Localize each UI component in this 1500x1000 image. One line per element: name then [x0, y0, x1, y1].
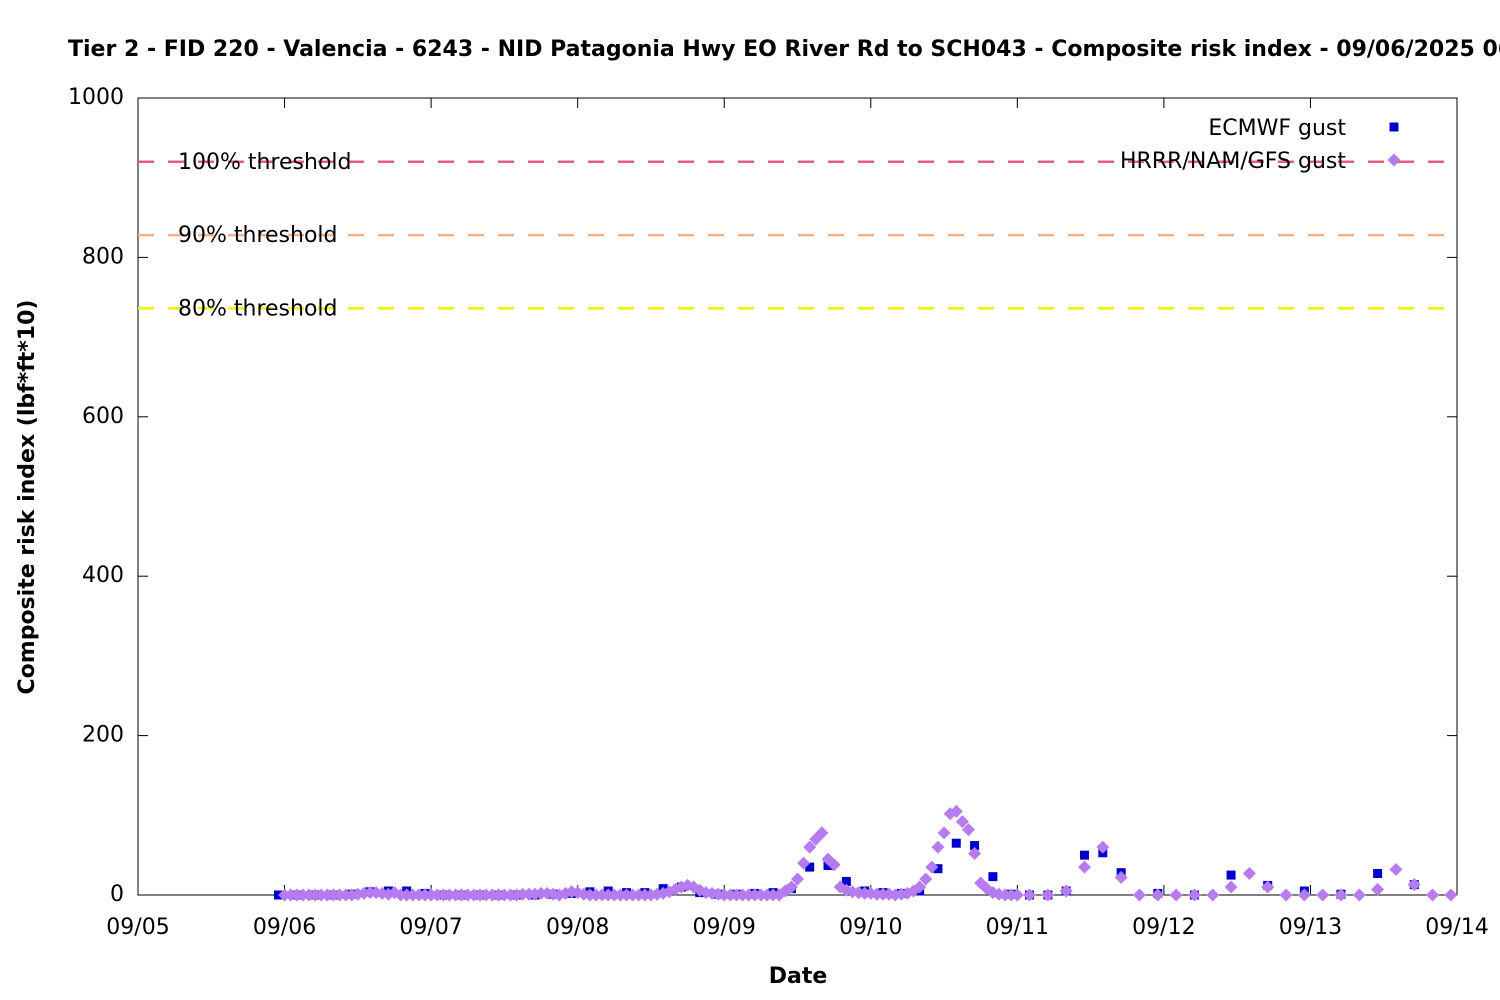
chart-title: Tier 2 - FID 220 - Valencia - 6243 - NID…: [68, 37, 1500, 62]
point: [913, 880, 927, 894]
point: [970, 841, 980, 851]
x-tick-label: 09/06: [253, 915, 316, 940]
point: [949, 804, 963, 818]
x-axis-label: Date: [769, 964, 828, 989]
point: [1080, 850, 1090, 860]
x-tick-label: 09/13: [1279, 915, 1342, 940]
point: [1169, 888, 1183, 902]
point: [933, 864, 943, 874]
point: [803, 840, 817, 854]
point: [1023, 888, 1037, 902]
plot-frame: [137, 97, 1458, 896]
point: [931, 840, 945, 854]
threshold-label: 80% threshold: [178, 296, 338, 321]
point: [841, 876, 851, 886]
y-tick-label: 0: [110, 882, 124, 907]
point: [1352, 888, 1366, 902]
point: [1426, 888, 1440, 902]
y-tick-label: 400: [82, 563, 124, 588]
point: [1206, 888, 1220, 902]
x-tick-label: 09/12: [1132, 915, 1195, 940]
point: [1224, 880, 1238, 894]
point: [1226, 870, 1236, 880]
y-tick-label: 1000: [68, 85, 124, 110]
point: [784, 880, 798, 894]
point: [1078, 860, 1092, 874]
threshold-label: 90% threshold: [178, 223, 338, 248]
point: [1316, 888, 1330, 902]
y-tick-label: 800: [82, 244, 124, 269]
point: [955, 815, 969, 829]
legend-marker: [1389, 122, 1399, 132]
point: [1059, 884, 1073, 898]
point: [951, 838, 961, 848]
point: [1010, 888, 1024, 902]
y-tick-label: 200: [82, 723, 124, 748]
point: [1096, 840, 1110, 854]
point: [1407, 878, 1421, 892]
point: [1279, 888, 1293, 902]
legend-label: HRRR/NAM/GFS gust: [1120, 149, 1346, 174]
point: [827, 858, 841, 872]
x-tick-label: 09/09: [693, 915, 756, 940]
point: [968, 847, 982, 861]
point: [1371, 882, 1385, 896]
legend-marker: [1387, 153, 1401, 167]
point: [1373, 868, 1383, 878]
point: [961, 823, 975, 837]
point: [1389, 862, 1403, 876]
point: [1187, 888, 1201, 902]
point: [925, 860, 939, 874]
y-tick-label: 600: [82, 404, 124, 429]
point: [1132, 888, 1146, 902]
x-tick-label: 09/08: [546, 915, 609, 940]
threshold-label: 100% threshold: [178, 150, 352, 175]
x-tick-label: 09/11: [986, 915, 1049, 940]
point: [919, 872, 933, 886]
point: [1334, 888, 1348, 902]
y-axis-label: Composite risk index (lbf*ft*10): [15, 300, 40, 695]
point: [791, 872, 804, 886]
point: [1242, 866, 1256, 880]
point: [1041, 888, 1055, 902]
point: [988, 872, 998, 882]
x-tick-label: 09/14: [1425, 915, 1488, 940]
point: [805, 862, 815, 872]
x-tick-label: 09/07: [399, 915, 462, 940]
point: [1261, 880, 1275, 894]
point: [937, 826, 951, 840]
point: [1297, 888, 1311, 902]
point: [815, 826, 829, 840]
x-tick-label: 09/05: [106, 915, 169, 940]
point: [1114, 870, 1128, 884]
point: [1151, 888, 1165, 902]
point: [1444, 888, 1458, 902]
point: [797, 856, 811, 870]
x-tick-label: 09/10: [839, 915, 902, 940]
legend-label: ECMWF gust: [1208, 116, 1346, 141]
